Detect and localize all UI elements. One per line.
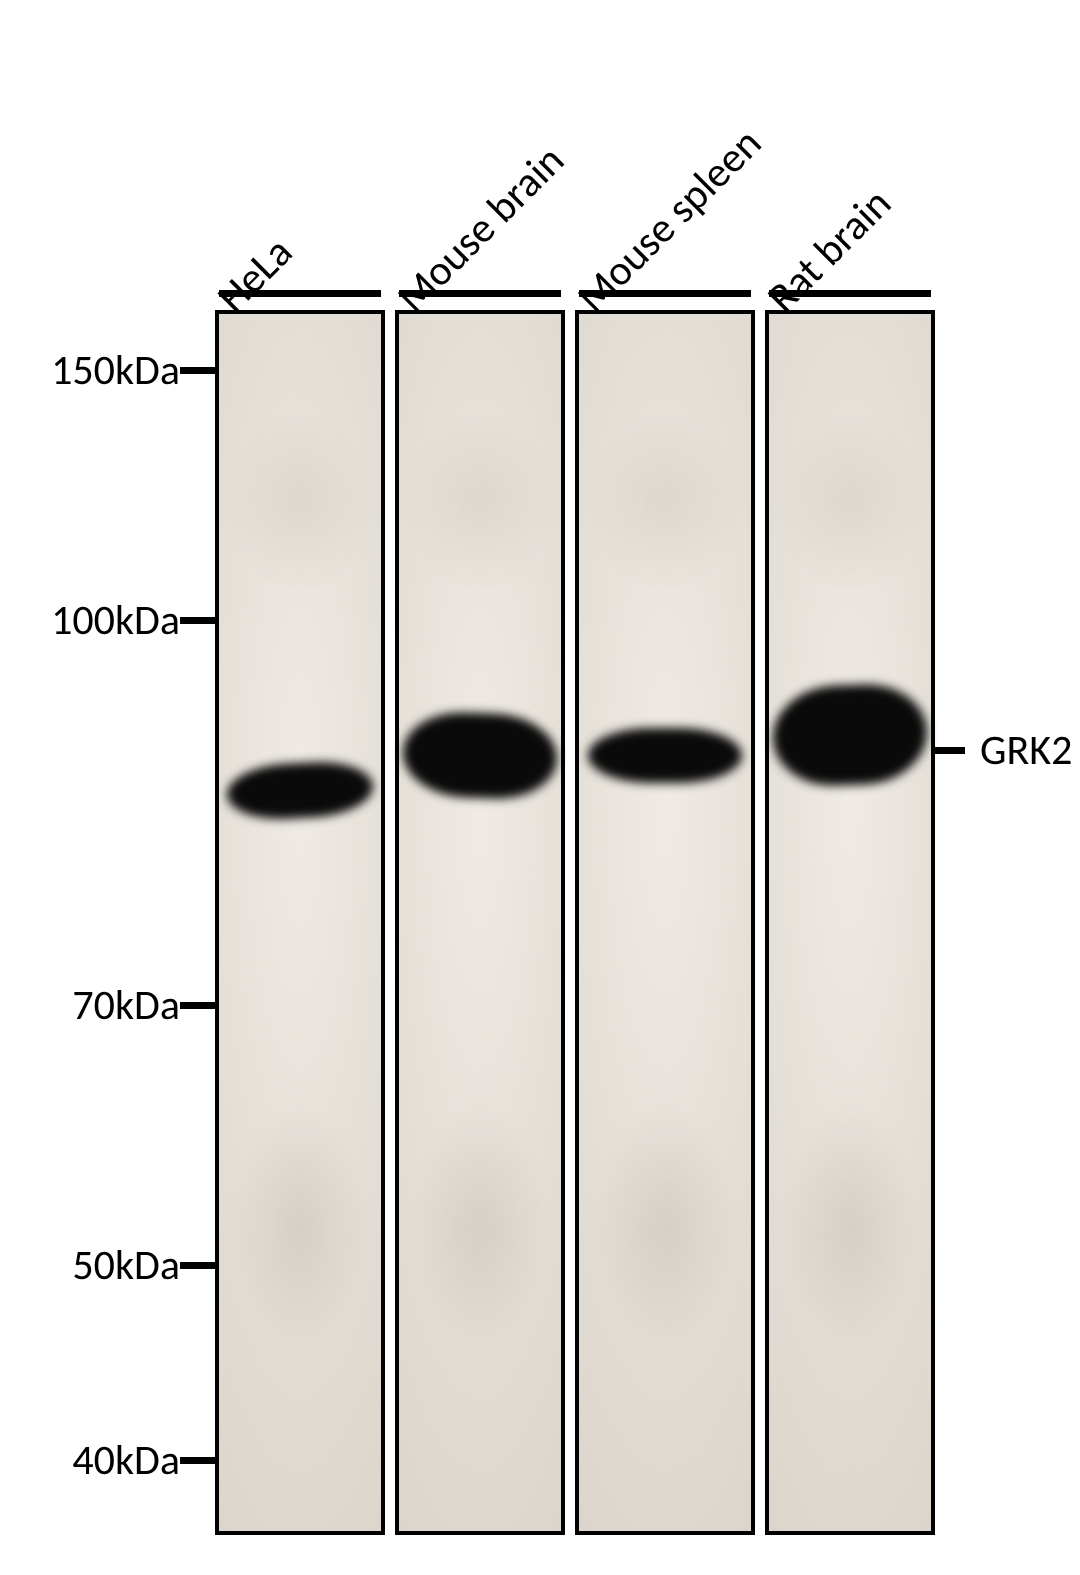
mw-marker-tick (180, 367, 215, 374)
blot-smudge (785, 1105, 915, 1348)
mw-marker-tick (180, 1262, 215, 1269)
mw-marker-tick (180, 617, 215, 624)
blot-smudge (588, 411, 743, 594)
mw-marker-tick (180, 1457, 215, 1464)
blot-smudge (407, 411, 553, 594)
blot-smudge (596, 1105, 734, 1348)
blot-smudge (235, 1105, 365, 1348)
lane-label: Rat brain (757, 178, 902, 323)
blot-lane-panel (215, 310, 385, 1535)
blot-lane-panel (575, 310, 755, 1535)
lane-label: HeLa (207, 227, 303, 323)
mw-marker-label: 40kDa (0, 1435, 180, 1486)
mw-marker-label: 150kDa (0, 345, 180, 396)
blot-lane-panel (765, 310, 935, 1535)
blot-smudge (415, 1105, 545, 1348)
mw-marker-tick (180, 1002, 215, 1009)
protein-label: GRK2 (980, 725, 1072, 776)
protein-band (588, 728, 743, 783)
mw-marker-label: 100kDa (0, 595, 180, 646)
blot-smudge (777, 411, 923, 594)
mw-marker-label: 50kDa (0, 1240, 180, 1291)
blot-lane-panel (395, 310, 565, 1535)
blot-smudge (227, 411, 373, 594)
mw-marker-label: 70kDa (0, 980, 180, 1031)
protein-label-tick (935, 747, 965, 754)
